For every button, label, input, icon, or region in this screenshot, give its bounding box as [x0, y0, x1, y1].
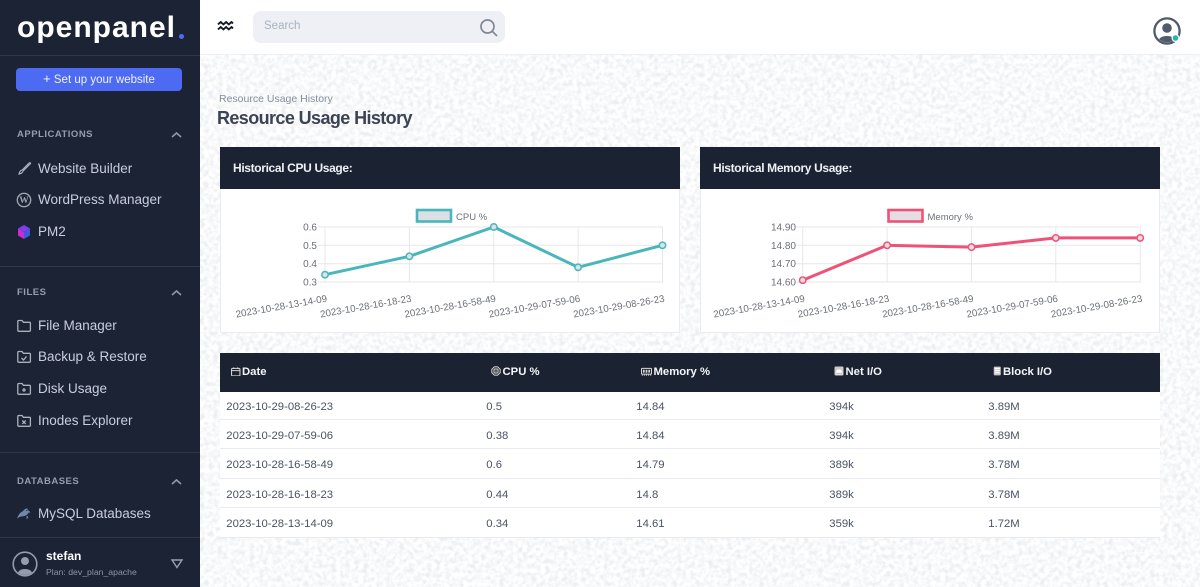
svg-text:2023-10-28-16-58-49: 2023-10-28-16-58-49 — [881, 294, 974, 321]
svg-text:2023-10-28-13-14-09: 2023-10-28-13-14-09 — [235, 294, 328, 321]
svg-text:14.60: 14.60 — [771, 278, 796, 289]
svg-text:2023-10-28-16-58-49: 2023-10-28-16-58-49 — [404, 294, 497, 321]
svg-text:2023-10-29-08-26-23: 2023-10-29-08-26-23 — [1050, 294, 1144, 321]
svg-text:14.80: 14.80 — [771, 241, 796, 252]
svg-text:2023-10-28-16-18-23: 2023-10-28-16-18-23 — [797, 294, 891, 321]
svg-text:0.6: 0.6 — [303, 223, 317, 234]
svg-text:14.70: 14.70 — [771, 259, 796, 270]
svg-text:0.3: 0.3 — [303, 278, 317, 289]
svg-text:Memory %: Memory % — [928, 212, 974, 223]
svg-text:2023-10-28-16-18-23: 2023-10-28-16-18-23 — [319, 294, 413, 321]
svg-text:0.4: 0.4 — [303, 259, 317, 270]
svg-text:2023-10-29-07-59-06: 2023-10-29-07-59-06 — [488, 294, 582, 321]
svg-text:2023-10-29-08-26-23: 2023-10-29-08-26-23 — [572, 294, 666, 321]
svg-text:W: W — [19, 196, 29, 206]
svg-text:2023-10-29-07-59-06: 2023-10-29-07-59-06 — [966, 294, 1060, 321]
svg-text:14.90: 14.90 — [771, 223, 796, 234]
svg-text:CPU %: CPU % — [456, 212, 488, 223]
svg-text:2023-10-28-13-14-09: 2023-10-28-13-14-09 — [713, 294, 806, 321]
svg-text:0.5: 0.5 — [303, 241, 317, 252]
